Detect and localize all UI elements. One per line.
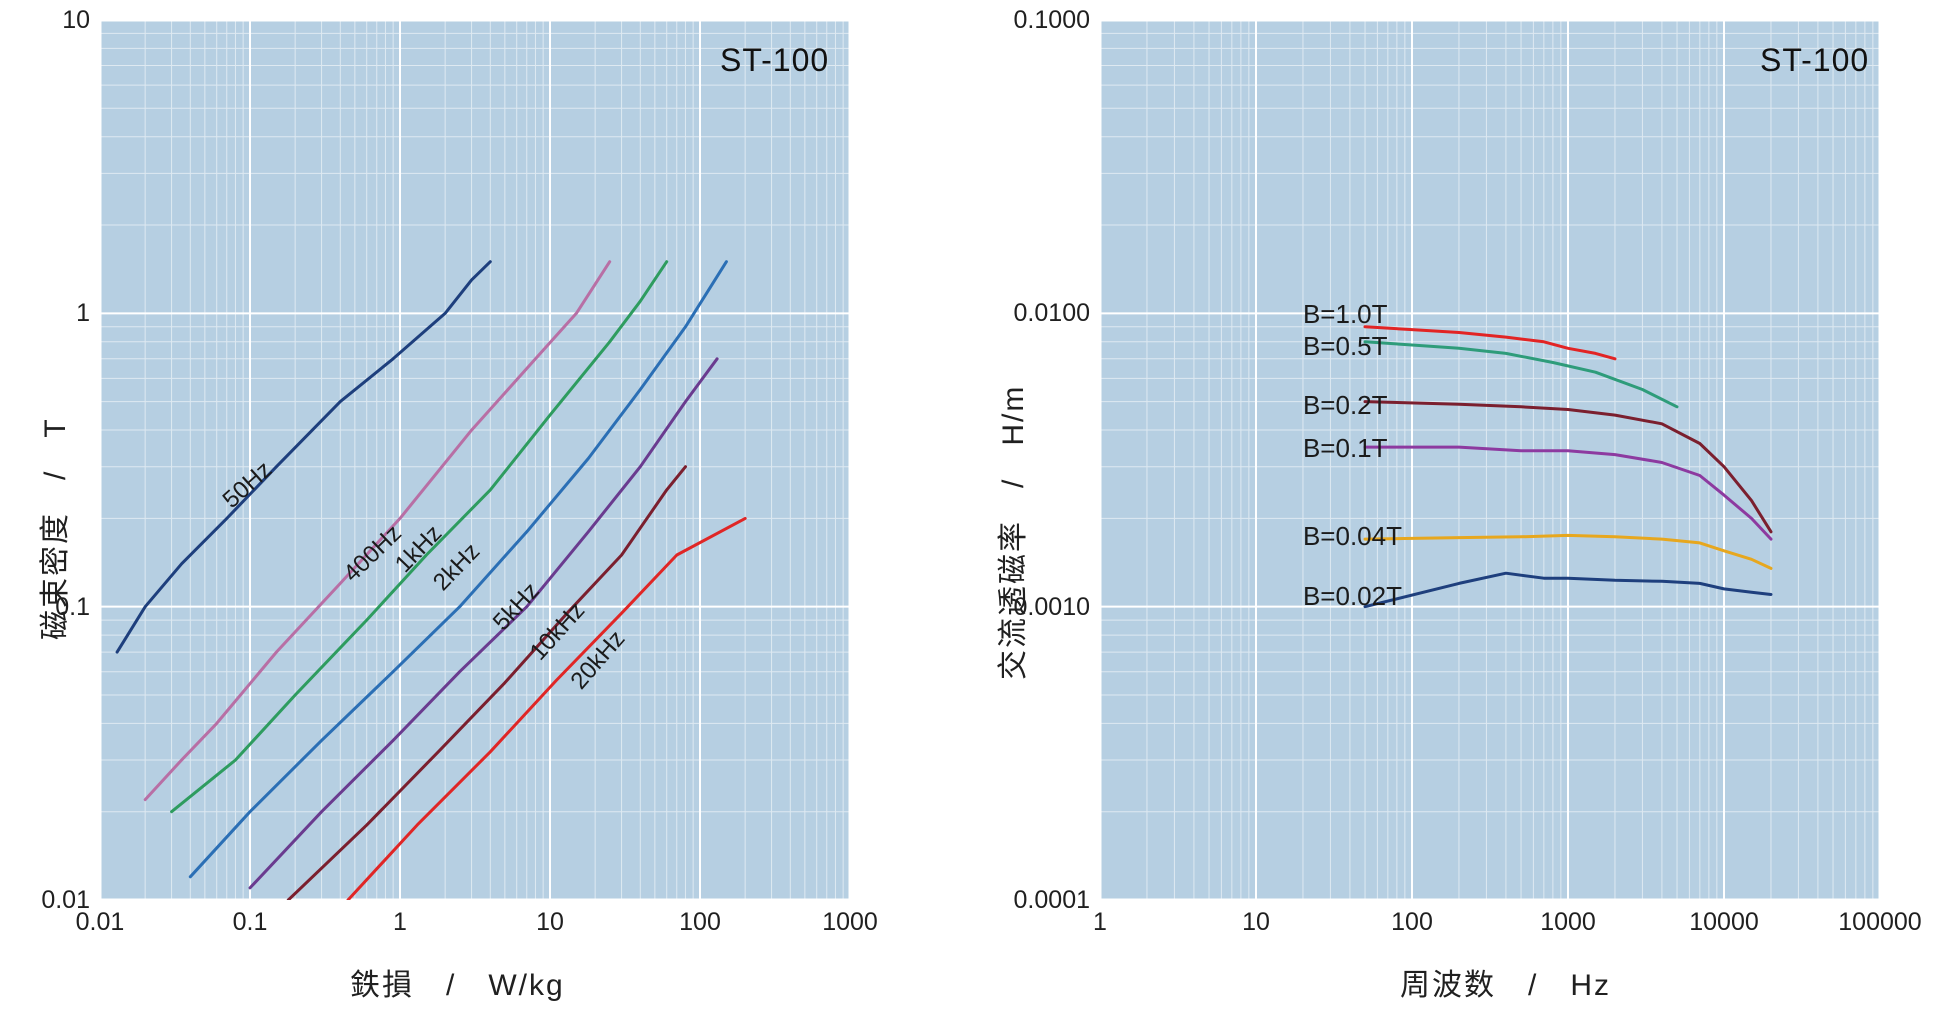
series-label: B=0.04T [1303,521,1402,552]
left-xlabel: 鉄損 / W/kg [350,960,565,1004]
left-chart: ST-100 磁束密度 / T 鉄損 / W/kg 0.010.1110 0.0… [0,0,960,1026]
x-tick: 1000 [1508,908,1628,937]
series-label: B=1.0T [1303,299,1388,330]
right-svg [1100,20,1880,900]
y-tick: 1 [0,299,90,328]
right-xlabel: 周波数 / Hz [1400,960,1611,1004]
y-tick: 0.0100 [1000,299,1090,328]
x-tick: 100 [1352,908,1472,937]
x-tick: 10000 [1664,908,1784,937]
left-plotarea [100,20,850,900]
x-tick: 10 [1196,908,1316,937]
page: ST-100 磁束密度 / T 鉄損 / W/kg 0.010.1110 0.0… [0,0,1956,1026]
right-material-label: ST-100 [1760,42,1869,79]
x-tick: 100 [640,908,760,937]
x-tick: 1 [340,908,460,937]
series-label: B=0.2T [1303,390,1388,421]
y-tick: 10 [0,6,90,35]
y-tick: 0.1000 [1000,6,1090,35]
x-tick: 0.01 [40,908,160,937]
y-tick: 0.1 [0,593,90,622]
x-tick: 100000 [1820,908,1940,937]
series-label: B=0.02T [1303,581,1402,612]
x-tick: 0.1 [190,908,310,937]
x-tick: 1 [1040,908,1160,937]
y-tick: 0.0010 [1000,593,1090,622]
x-tick: 10 [490,908,610,937]
x-tick: 1000 [790,908,910,937]
right-plotarea [1100,20,1880,900]
left-svg [100,20,850,900]
left-material-label: ST-100 [720,42,829,79]
right-ylabel: 交流透磁率 / H/m [988,385,1032,680]
series-label: B=0.5T [1303,331,1388,362]
series-label: B=0.1T [1303,433,1388,464]
right-chart: ST-100 交流透磁率 / H/m 周波数 / Hz 0.00010.0010… [960,0,1956,1026]
